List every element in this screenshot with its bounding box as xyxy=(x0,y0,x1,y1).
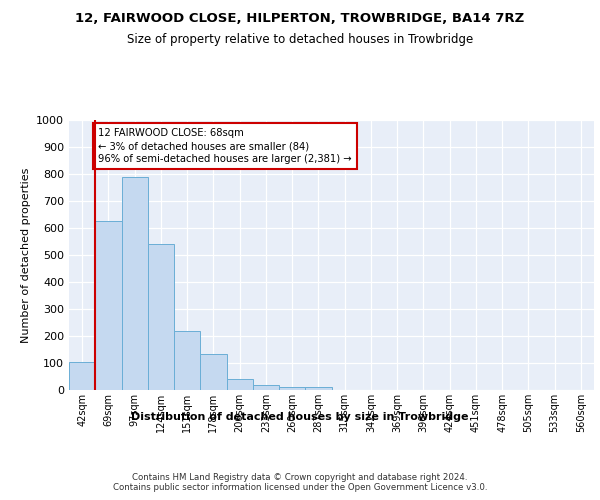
Bar xyxy=(121,176,148,390)
Text: Contains public sector information licensed under the Open Government Licence v3: Contains public sector information licen… xyxy=(113,484,487,492)
Bar xyxy=(69,362,95,390)
Text: Contains HM Land Registry data © Crown copyright and database right 2024.: Contains HM Land Registry data © Crown c… xyxy=(132,472,468,482)
Bar xyxy=(253,385,279,390)
Text: 12 FAIRWOOD CLOSE: 68sqm
← 3% of detached houses are smaller (84)
96% of semi-de: 12 FAIRWOOD CLOSE: 68sqm ← 3% of detache… xyxy=(98,128,352,164)
Text: 12, FAIRWOOD CLOSE, HILPERTON, TROWBRIDGE, BA14 7RZ: 12, FAIRWOOD CLOSE, HILPERTON, TROWBRIDG… xyxy=(76,12,524,26)
Text: Size of property relative to detached houses in Trowbridge: Size of property relative to detached ho… xyxy=(127,32,473,46)
Bar xyxy=(279,388,305,390)
Bar xyxy=(95,221,121,390)
Bar xyxy=(174,330,200,390)
Bar xyxy=(200,354,227,390)
Text: Distribution of detached houses by size in Trowbridge: Distribution of detached houses by size … xyxy=(131,412,469,422)
Y-axis label: Number of detached properties: Number of detached properties xyxy=(20,168,31,342)
Bar xyxy=(148,244,174,390)
Bar xyxy=(227,378,253,390)
Bar xyxy=(305,387,331,390)
